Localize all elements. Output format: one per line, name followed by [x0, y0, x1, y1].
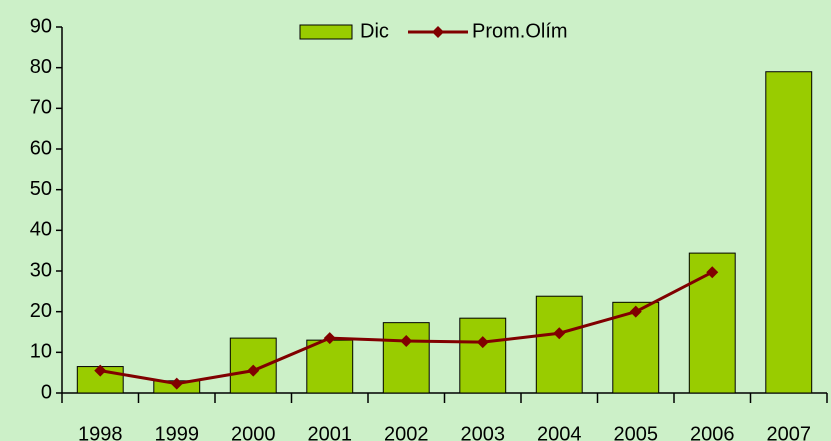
- x-tick-label: 1998: [78, 423, 123, 441]
- bar: [459, 317, 507, 394]
- line-marker: [400, 334, 413, 347]
- x-tick-label: 2001: [308, 423, 353, 441]
- line-marker: [553, 327, 566, 340]
- x-tick-label: 2003: [461, 423, 506, 441]
- x-tick-label: 2007: [767, 423, 812, 441]
- line-marker: [94, 364, 107, 377]
- y-tick-label: 90: [30, 15, 52, 37]
- x-tick-label: 2002: [384, 423, 429, 441]
- line-marker: [629, 305, 642, 318]
- bar: [382, 322, 430, 394]
- y-tick-label: 10: [30, 341, 52, 363]
- legend-label: Dic: [360, 20, 389, 42]
- y-tick-label: 40: [30, 219, 52, 241]
- bar: [535, 295, 583, 394]
- line-marker: [247, 364, 260, 377]
- x-tick-label: 2006: [690, 423, 735, 441]
- x-tick-label: 1999: [155, 423, 200, 441]
- x-tick-label: 2005: [614, 423, 659, 441]
- legend-label: Prom.Olím: [472, 20, 568, 42]
- y-tick-label: 20: [30, 300, 52, 322]
- y-tick-label: 50: [30, 178, 52, 200]
- y-tick-label: 60: [30, 137, 52, 159]
- bar: [765, 71, 813, 394]
- x-tick-label: 2004: [537, 423, 582, 441]
- bar: [306, 339, 354, 394]
- line-marker: [170, 377, 183, 390]
- line-marker: [706, 266, 719, 279]
- y-tick-label: 30: [30, 259, 52, 281]
- y-tick-label: 80: [30, 56, 52, 78]
- x-tick-label: 2000: [231, 423, 276, 441]
- line-marker: [476, 336, 489, 349]
- y-tick-label: 0: [41, 381, 52, 403]
- legend-swatch: [299, 24, 353, 40]
- legend-marker: [432, 26, 444, 38]
- line-marker: [323, 332, 336, 345]
- y-tick-label: 70: [30, 97, 52, 119]
